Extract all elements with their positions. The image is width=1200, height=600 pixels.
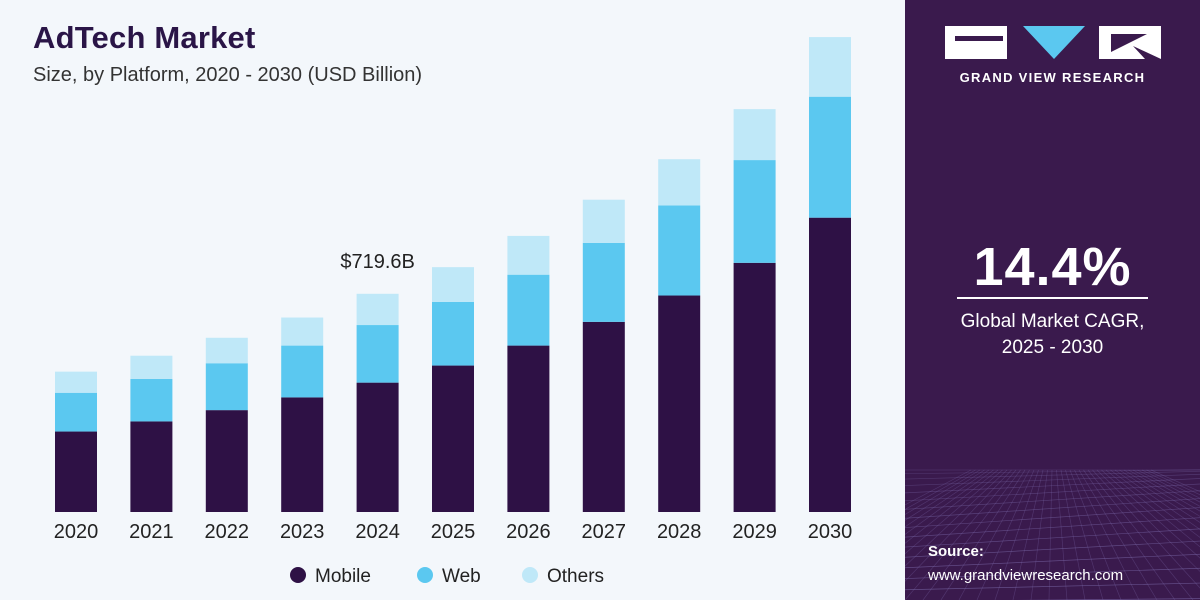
bar-mobile-2024 (356, 382, 399, 512)
bar-mobile-2025 (432, 365, 474, 512)
x-tick-label-2020: 2020 (54, 521, 99, 543)
x-tick-label-2026: 2026 (506, 521, 551, 543)
bar-mobile-2028 (658, 295, 701, 512)
cagr-label-line2: 2025 - 2030 (1001, 337, 1104, 358)
bar-mobile-2027 (582, 321, 625, 512)
bar-others-2026 (507, 235, 550, 275)
chart-subtitle: Size, by Platform, 2020 - 2030 (USD Bill… (33, 64, 423, 86)
x-tick-label-2022: 2022 (205, 521, 250, 543)
x-tick-label-2029: 2029 (732, 521, 777, 543)
bar-web-2021 (130, 378, 173, 422)
bar-web-2025 (432, 301, 474, 366)
bar-mobile-2023 (281, 397, 324, 512)
cagr-label-line1: Global Market CAGR, (960, 311, 1145, 332)
legend-label-others: Others (547, 566, 604, 587)
bar-mobile-2022 (205, 410, 248, 512)
legend-marker-mobile (290, 567, 306, 583)
bar-mobile-2026 (507, 345, 550, 512)
chart-title: AdTech Market (33, 20, 256, 55)
legend-label-web: Web (442, 566, 481, 587)
bar-others-2028 (658, 159, 701, 206)
bar-web-2029 (733, 160, 776, 263)
bar-others-2020 (55, 371, 97, 393)
x-tick-label-2025: 2025 (431, 521, 476, 543)
wireframe-grid-decoration (905, 469, 1200, 600)
bar-chart: 2020 2021 2022 2023 2024 2025 2026 2027 2028 2029… (54, 37, 853, 587)
bar-mobile-2020 (55, 431, 97, 512)
bar-web-2028 (658, 205, 701, 296)
bar-others-2024 (356, 293, 399, 326)
brand-name: GRAND VIEW RESEARCH (959, 70, 1146, 85)
cagr-label: Global Market CAGR, 2025 - 2030 (905, 309, 1200, 361)
x-tick-label-2030: 2030 (808, 521, 853, 543)
x-tick-label-2027: 2027 (582, 521, 627, 543)
bar-others-2023 (281, 317, 324, 346)
source-label: Source: (928, 543, 984, 560)
bar-others-2030 (809, 37, 851, 97)
x-tick-label-2021: 2021 (129, 521, 174, 543)
bar-mobile-2029 (733, 262, 776, 512)
bar-others-2022 (205, 337, 248, 364)
legend-label-mobile: Mobile (315, 566, 371, 587)
source-link[interactable]: www.grandviewresearch.com (928, 567, 1124, 584)
bar-web-2027 (582, 242, 625, 322)
bar-others-2025 (432, 267, 474, 302)
bar-web-2030 (809, 96, 851, 218)
cagr-divider (957, 297, 1148, 299)
data-label-2024: $719.6B (340, 251, 415, 273)
bar-others-2029 (733, 109, 776, 161)
legend-marker-others (522, 567, 538, 583)
bar-others-2021 (130, 355, 173, 379)
info-sidebar: GRAND VIEW RESEARCH 14.4% Global Market … (905, 0, 1200, 600)
chart-panel: AdTech Market Size, by Platform, 2020 - … (0, 0, 905, 600)
bar-web-2026 (507, 274, 550, 346)
bar-web-2020 (55, 392, 97, 432)
bar-web-2023 (281, 345, 324, 398)
bar-web-2022 (205, 363, 248, 411)
cagr-value: 14.4% (973, 237, 1132, 297)
x-tick-label-2023: 2023 (280, 521, 325, 543)
x-tick-label-2024: 2024 (355, 521, 400, 543)
bar-others-2027 (582, 199, 625, 243)
bar-web-2024 (356, 325, 399, 383)
legend-marker-web (417, 567, 433, 583)
gvr-logo (945, 26, 1161, 59)
x-tick-label-2028: 2028 (657, 521, 702, 543)
bar-mobile-2021 (130, 421, 173, 512)
bar-mobile-2030 (809, 217, 851, 513)
